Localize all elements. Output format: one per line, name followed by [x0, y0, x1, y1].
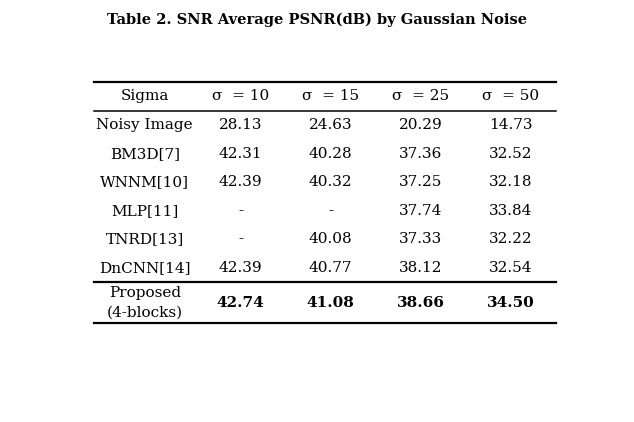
- Text: 24.63: 24.63: [309, 118, 353, 132]
- Text: 40.32: 40.32: [309, 175, 353, 189]
- Text: MLP[11]: MLP[11]: [111, 204, 178, 218]
- Text: 40.08: 40.08: [309, 233, 353, 246]
- Text: Table 2. SNR Average PSNR(dB) by Gaussian Noise: Table 2. SNR Average PSNR(dB) by Gaussia…: [107, 13, 527, 27]
- Text: 38.12: 38.12: [399, 261, 443, 275]
- Text: 38.66: 38.66: [397, 296, 444, 310]
- Text: 32.52: 32.52: [489, 147, 533, 161]
- Text: σ  = 50: σ = 50: [482, 89, 540, 103]
- Text: 42.31: 42.31: [219, 147, 262, 161]
- Text: 32.54: 32.54: [489, 261, 533, 275]
- Text: σ  = 10: σ = 10: [212, 89, 269, 103]
- Text: BM3D[7]: BM3D[7]: [110, 147, 180, 161]
- Text: WNNM[10]: WNNM[10]: [100, 175, 190, 189]
- Text: 34.50: 34.50: [487, 296, 534, 310]
- Text: 20.29: 20.29: [399, 118, 443, 132]
- Text: 37.25: 37.25: [399, 175, 443, 189]
- Text: Sigma: Sigma: [120, 89, 169, 103]
- Text: 42.39: 42.39: [219, 261, 262, 275]
- Text: 14.73: 14.73: [489, 118, 533, 132]
- Text: -: -: [238, 204, 243, 218]
- Text: -: -: [328, 204, 333, 218]
- Text: σ  = 15: σ = 15: [302, 89, 359, 103]
- Text: 41.08: 41.08: [307, 296, 354, 310]
- Text: Proposed
(4-blocks): Proposed (4-blocks): [107, 286, 183, 319]
- Text: 33.84: 33.84: [489, 204, 533, 218]
- Text: TNRD[13]: TNRD[13]: [106, 233, 184, 246]
- Text: 40.28: 40.28: [309, 147, 353, 161]
- Text: 37.33: 37.33: [399, 233, 443, 246]
- Text: 42.74: 42.74: [217, 296, 264, 310]
- Text: DnCNN[14]: DnCNN[14]: [99, 261, 191, 275]
- Text: 28.13: 28.13: [219, 118, 262, 132]
- Text: σ  = 25: σ = 25: [392, 89, 450, 103]
- Text: 37.36: 37.36: [399, 147, 443, 161]
- Text: Noisy Image: Noisy Image: [96, 118, 193, 132]
- Text: 37.74: 37.74: [399, 204, 443, 218]
- Text: 32.18: 32.18: [489, 175, 533, 189]
- Text: 32.22: 32.22: [489, 233, 533, 246]
- Text: 40.77: 40.77: [309, 261, 353, 275]
- Text: -: -: [238, 233, 243, 246]
- Text: 42.39: 42.39: [219, 175, 262, 189]
